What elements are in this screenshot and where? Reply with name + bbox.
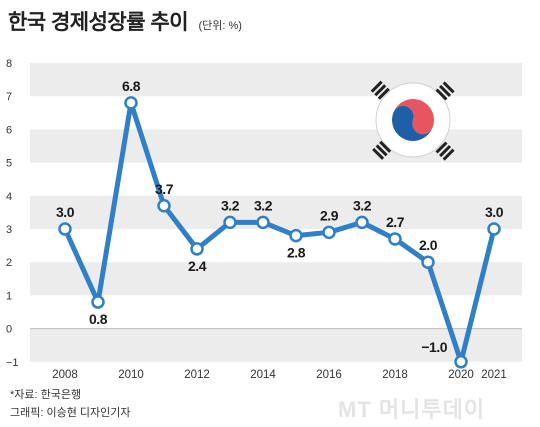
y-tick-label: 1 — [6, 290, 12, 302]
publisher-watermark: MT 머니투데이 — [338, 397, 486, 422]
data-point-marker — [124, 96, 138, 110]
unit-label: (단위: %) — [198, 20, 242, 32]
data-point-marker — [289, 228, 303, 243]
data-point-marker — [91, 295, 105, 309]
title-row: 한국 경제성장률 추이 (단위: %) — [8, 6, 242, 36]
data-value-label: 3.0 — [56, 204, 75, 220]
y-tick-label: 7 — [6, 91, 12, 103]
data-point-marker — [454, 355, 468, 369]
x-tick-label: 2010 — [118, 369, 144, 381]
data-value-label: 3.2 — [254, 197, 273, 213]
data-value-label: 2.9 — [320, 207, 339, 223]
chart-title: 한국 경제성장률 추이 — [8, 11, 189, 34]
data-point-marker — [190, 242, 204, 256]
graphic-credit: 그래픽: 이승현 디자인기자 — [10, 407, 131, 419]
data-point-marker — [223, 215, 237, 230]
x-axis-ticks: 2008 2010 2012 2014 2016 2018 2020 2021 — [52, 369, 507, 381]
data-value-label: 6.8 — [122, 78, 141, 94]
grid-band — [30, 328, 522, 362]
data-point-marker — [388, 232, 402, 246]
y-tick-label: 3 — [6, 224, 12, 236]
data-value-label: 0.8 — [89, 311, 108, 327]
data-value-label: 3.0 — [485, 204, 504, 220]
y-tick-label: 2 — [6, 257, 12, 269]
data-point-marker — [256, 215, 270, 230]
x-tick-label: 2008 — [52, 369, 78, 381]
grid-band — [30, 262, 522, 296]
grid-band — [30, 63, 522, 97]
data-point-marker — [58, 222, 72, 236]
x-tick-label: 2014 — [250, 369, 276, 381]
data-value-label: 2.7 — [386, 214, 405, 230]
x-tick-label: 2021 — [481, 369, 507, 381]
data-value-label: 3.2 — [221, 197, 240, 213]
y-tick-label: 8 — [6, 58, 12, 70]
data-point-marker — [355, 215, 369, 230]
data-point-marker — [322, 225, 336, 240]
line-chart: −1 0 1 2 3 4 5 6 7 8 2008 2010 2012 2014 2016 2018 2020… — [6, 58, 522, 381]
source-note: *자료: 한국은행 — [10, 389, 82, 401]
y-axis-ticks: −1 0 1 2 3 4 5 6 7 8 — [6, 58, 19, 369]
x-tick-label: 2020 — [448, 369, 474, 381]
data-value-label: 2.8 — [287, 245, 306, 261]
y-tick-label: −1 — [6, 357, 19, 369]
data-point-marker — [157, 199, 171, 213]
y-tick-label: 4 — [6, 191, 12, 203]
y-tick-label: 0 — [6, 324, 12, 336]
data-labels: 3.0 0.8 6.8 3.7 2.4 3.2 3.2 2.8 2.9 3.2 2.7 2.0 −1.0… — [56, 78, 504, 355]
data-markers — [58, 96, 501, 369]
data-point-marker — [487, 222, 501, 236]
x-tick-label: 2012 — [184, 369, 210, 381]
data-value-label: 2.4 — [188, 258, 207, 274]
y-tick-label: 6 — [6, 124, 12, 136]
data-value-label: 2.0 — [419, 237, 438, 253]
y-tick-label: 5 — [6, 158, 12, 170]
data-point-marker — [421, 255, 435, 269]
data-value-label: 3.2 — [353, 197, 372, 213]
x-tick-label: 2016 — [316, 369, 342, 381]
data-value-label: 3.7 — [155, 181, 174, 197]
x-tick-label: 2018 — [382, 369, 408, 381]
data-value-label: −1.0 — [421, 339, 447, 355]
taegukgi-icon — [370, 80, 455, 161]
grid-band — [30, 195, 522, 229]
